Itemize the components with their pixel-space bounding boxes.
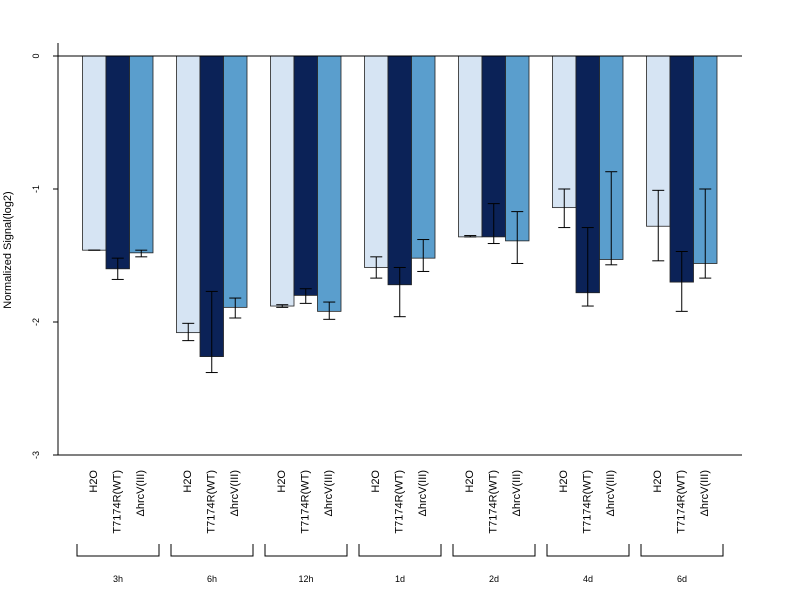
x-labels-layer: H2O T7174R(WT) ΔhrcV(III) 3h H2O T7174R(WT) Δh… <box>76 470 724 584</box>
series-tick-label: ΔhrcV(III) <box>229 470 241 516</box>
group-label: 12h <box>298 574 313 584</box>
series-tick-label: H2O <box>370 470 382 493</box>
bar-3h-0 <box>82 55 107 251</box>
y-axis-label: Normalized Signal(log2) <box>2 191 14 308</box>
group-bracket <box>76 544 160 557</box>
series-tick-label: H2O <box>464 470 476 493</box>
series-tick-label: ΔhrcV(III) <box>135 470 147 516</box>
series-tick-label: ΔhrcV(III) <box>699 470 711 516</box>
bar-3h-2 <box>129 55 154 254</box>
bar-1d-1 <box>387 55 412 286</box>
bar-4d-0 <box>552 55 577 209</box>
group-label: 6d <box>677 574 687 584</box>
series-tick-label: H2O <box>276 470 288 493</box>
series-tick-label: ΔhrcV(III) <box>605 470 617 516</box>
bar-2d-0 <box>458 55 483 238</box>
bar-1d-0 <box>364 55 389 268</box>
group-bracket <box>170 544 254 557</box>
series-tick-label: T7174R(WT) <box>676 470 688 534</box>
group-bracket <box>264 544 348 557</box>
group-bracket <box>358 544 442 557</box>
series-tick-label: H2O <box>558 470 570 493</box>
y-tick-label: -2 <box>31 318 41 326</box>
group-label: 1d <box>395 574 405 584</box>
bar-12h-0 <box>270 55 295 307</box>
bar-12h-2 <box>317 55 342 312</box>
y-tick-label: -3 <box>31 451 41 459</box>
series-tick-label: T7174R(WT) <box>582 470 594 534</box>
group-label: 2d <box>489 574 499 584</box>
series-tick-label: T7174R(WT) <box>300 470 312 534</box>
series-tick-label: T7174R(WT) <box>394 470 406 534</box>
series-tick-label: T7174R(WT) <box>488 470 500 534</box>
series-tick-label: T7174R(WT) <box>112 470 124 534</box>
series-tick-label: ΔhrcV(III) <box>323 470 335 516</box>
group-label: 4d <box>583 574 593 584</box>
group-bracket <box>452 544 536 557</box>
y-axis: 0 -1 -2 -3 <box>31 43 742 459</box>
bar-6h-0 <box>176 55 201 334</box>
series-tick-label: T7174R(WT) <box>206 470 218 534</box>
group-bracket <box>546 544 630 557</box>
y-tick-label: 0 <box>31 53 41 58</box>
bar-1d-2 <box>411 55 436 259</box>
series-tick-label: H2O <box>652 470 664 493</box>
bar-6h-2 <box>223 55 248 308</box>
y-tick-label: -1 <box>31 185 41 193</box>
series-tick-label: H2O <box>88 470 100 493</box>
group-bracket <box>640 544 724 557</box>
group-label: 6h <box>207 574 217 584</box>
bar-6d-1 <box>669 55 694 283</box>
bar-12h-1 <box>293 55 318 296</box>
series-tick-label: ΔhrcV(III) <box>511 470 523 516</box>
bar-3h-1 <box>105 55 130 270</box>
series-tick-label: H2O <box>182 470 194 493</box>
bars-layer <box>82 55 718 374</box>
series-tick-label: ΔhrcV(III) <box>417 470 429 516</box>
group-label: 3h <box>113 574 123 584</box>
